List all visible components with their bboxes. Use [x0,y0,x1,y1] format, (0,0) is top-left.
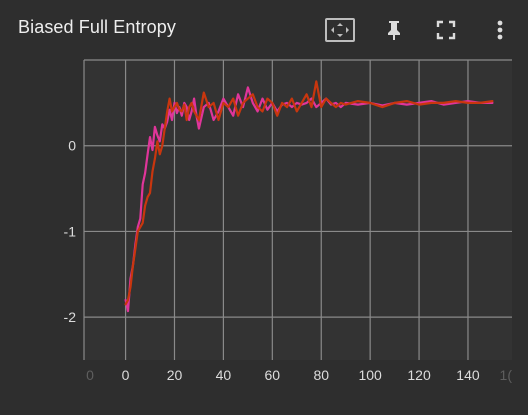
fit-to-data-icon [325,18,355,42]
series-layer[interactable] [124,80,494,313]
fit-to-data-button[interactable] [324,14,356,46]
series-line-2[interactable] [124,80,494,306]
x-tick-label: 140 [456,367,480,383]
fullscreen-icon [436,20,456,40]
x-tick-label: 0 [122,367,130,383]
x-axis-tick-labels: 0 0 20 40 60 80 100 120 140 1( [86,367,512,383]
x-tick-label: 60 [265,367,281,383]
chart-title: Biased Full Entropy [18,17,176,37]
more-vert-icon [497,20,503,40]
x-tick-label: 20 [167,367,183,383]
x-tick-label-partial-right: 1( [500,367,513,383]
y-tick-label: -1 [64,223,77,239]
y-tick-label: -2 [64,309,77,325]
more-options-button[interactable] [484,14,516,46]
y-axis-tick-labels: 0 -1 -2 [64,138,77,325]
x-tick-label: 100 [358,367,382,383]
x-tick-label: 120 [407,367,431,383]
x-tick-label: 40 [216,367,232,383]
fullscreen-button[interactable] [430,14,462,46]
pin-button[interactable] [378,14,410,46]
x-tick-label: 80 [313,367,329,383]
y-tick-label: 0 [68,138,76,154]
grid-lines [83,59,512,360]
x-tick-label-partial-left: 0 [86,367,94,383]
pin-icon [388,21,400,40]
